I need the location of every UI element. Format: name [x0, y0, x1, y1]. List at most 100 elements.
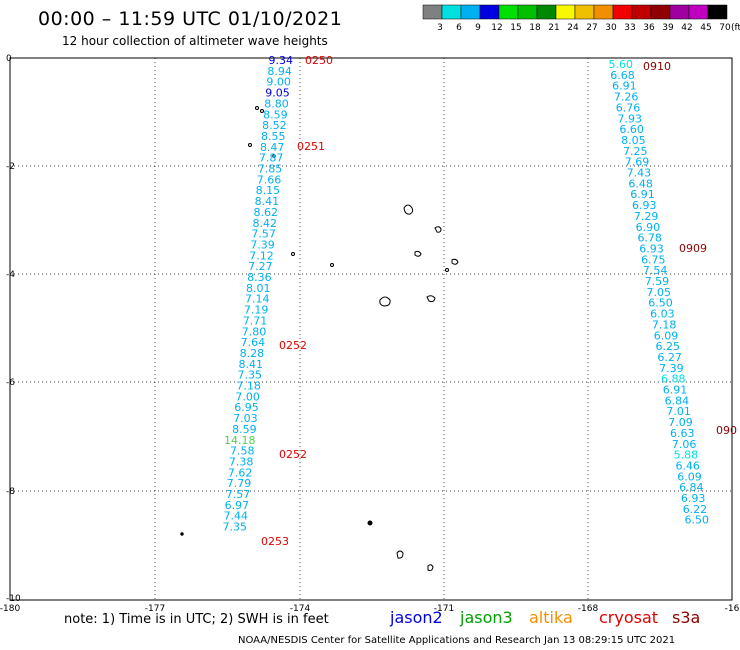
legend-label: 24 — [567, 23, 579, 33]
wave-height-value: 7.03 — [233, 412, 258, 425]
wave-height-value: 7.59 — [645, 275, 670, 288]
wave-height-value: 8.36 — [247, 271, 272, 284]
mission-jason2: jason2 — [390, 608, 443, 627]
map-frame — [9, 57, 733, 601]
legend-swatch — [422, 4, 443, 20]
wave-height-value: 8.62 — [254, 206, 279, 219]
wave-height-value: 5.88 — [674, 449, 699, 462]
legend-swatch — [555, 4, 576, 20]
axis-labels: 0 -2 -4 -6 -8 -10-180 -177 -174 -171 -168 -16 — [0, 54, 740, 614]
y-axis-label: -4 — [6, 270, 15, 280]
legend-label: 33 — [624, 23, 635, 33]
mission-jason3: jason3 — [460, 608, 513, 627]
wave-height-value: 7.44 — [224, 510, 249, 523]
wave-height-value: 6.84 — [665, 394, 690, 407]
wave-height-value: 7.69 — [625, 156, 650, 169]
wave-height-value: 6.46 — [675, 459, 700, 472]
mission-altika: altika — [529, 608, 573, 627]
map-title: 00:00 – 11:59 UTC 01/10/2021 — [38, 8, 343, 30]
wave-height-value: 7.54 — [643, 264, 668, 277]
y-axis-label: -6 — [6, 378, 15, 388]
wave-height-value: 7.58 — [230, 445, 255, 458]
wave-height-value: 6.03 — [650, 308, 675, 321]
wave-height-value: 7.05 — [647, 286, 672, 299]
wave-height-value: 8.01 — [246, 282, 271, 295]
x-axis-label: -180 — [0, 604, 20, 614]
legend-label: 39 — [662, 23, 674, 33]
wave-height-value: 14.18 — [224, 434, 256, 447]
wave-height-value: 9.00 — [266, 76, 291, 89]
footer-credit: NOAA/NESDIS Center for Satellite Applica… — [238, 635, 676, 646]
wave-height-value: 6.22 — [683, 503, 708, 516]
legend-swatch — [498, 4, 519, 20]
time-label: 0910 — [643, 60, 671, 73]
legend-label: 18 — [529, 23, 541, 33]
time-label: 0250 — [305, 54, 333, 67]
wave-height-value: 8.15 — [256, 184, 281, 197]
wave-height-value: 8.41 — [255, 195, 280, 208]
wave-height-value: 8.28 — [240, 347, 265, 360]
wave-height-value: 6.27 — [657, 351, 682, 364]
y-axis-label: 0 — [6, 54, 12, 64]
wave-height-value: 8.42 — [252, 217, 277, 230]
legend-swatch — [669, 4, 690, 20]
footer-note: note: 1) Time is in UTC; 2) SWH is in fe… — [64, 612, 329, 627]
wave-height-value: 6.97 — [225, 499, 250, 512]
legend-swatch — [479, 4, 500, 20]
wave-height-value: 7.26 — [614, 91, 639, 104]
wave-height-value: 6.68 — [610, 69, 635, 82]
wave-height-value: 8.59 — [263, 108, 288, 121]
wave-height-value: 7.12 — [249, 249, 274, 262]
wave-height-value: 6.09 — [677, 470, 702, 483]
wave-height-value: 7.01 — [666, 405, 691, 418]
map-subtitle: 12 hour collection of altimeter wave hei… — [62, 34, 328, 48]
wave-height-value: 6.09 — [654, 329, 679, 342]
wave-height-value: 7.43 — [627, 167, 652, 180]
wave-height-value: 7.93 — [618, 112, 643, 125]
wave-height-value: 7.39 — [659, 362, 684, 375]
legend-swatch — [593, 4, 614, 20]
legend-swatch — [441, 4, 462, 20]
wave-height-value: 7.06 — [672, 438, 697, 451]
legend-swatch — [574, 4, 595, 20]
wave-height-value: 6.50 — [685, 514, 710, 527]
wave-height-value: 7.64 — [241, 336, 266, 349]
legend-label: 30 — [605, 23, 617, 33]
wave-height-value: 6.91 — [612, 80, 637, 93]
legend-swatch — [517, 4, 538, 20]
wave-height-value: 8.52 — [262, 119, 287, 132]
lat-lon-grid — [10, 58, 732, 600]
wave-height-value: 6.76 — [616, 101, 641, 114]
legend-label: 27 — [586, 23, 597, 33]
wave-height-value: 6.50 — [648, 297, 673, 310]
legend-label: 36 — [643, 23, 655, 33]
x-axis-label: -16 — [725, 604, 740, 614]
legend-label: 21 — [548, 23, 559, 33]
time-label: 0252 — [279, 339, 307, 352]
x-axis-label: -177 — [145, 604, 165, 614]
wave-height-value: 7.25 — [623, 145, 648, 158]
time-label: 090 — [716, 424, 737, 437]
wave-height-value: 6.90 — [636, 221, 661, 234]
wave-height-value: 7.87 — [259, 152, 284, 165]
legend-swatch — [631, 4, 652, 20]
wave-height-value: 7.38 — [229, 455, 254, 468]
wave-height-value: 9.05 — [265, 87, 290, 100]
wave-height-value: 6.91 — [663, 384, 688, 397]
wave-height-value: 8.80 — [264, 97, 289, 110]
legend-label: 70 — [719, 23, 731, 33]
wave-height-value: 6.25 — [656, 340, 681, 353]
wave-height-value: 6.93 — [632, 199, 657, 212]
wave-height-value: 7.35 — [237, 369, 262, 382]
legend-swatch — [688, 4, 709, 20]
wave-height-value: 8.94 — [267, 65, 292, 78]
mission-cryosat: cryosat — [599, 608, 659, 627]
wave-height-value: 7.00 — [235, 390, 260, 403]
wave-height-value: 6.84 — [679, 481, 704, 494]
time-label: 0252 — [279, 448, 307, 461]
wave-height-value: 6.93 — [681, 492, 706, 505]
x-axis-label: -168 — [578, 604, 599, 614]
legend-label: 6 — [456, 23, 462, 33]
wave-height-value: 7.62 — [228, 466, 253, 479]
